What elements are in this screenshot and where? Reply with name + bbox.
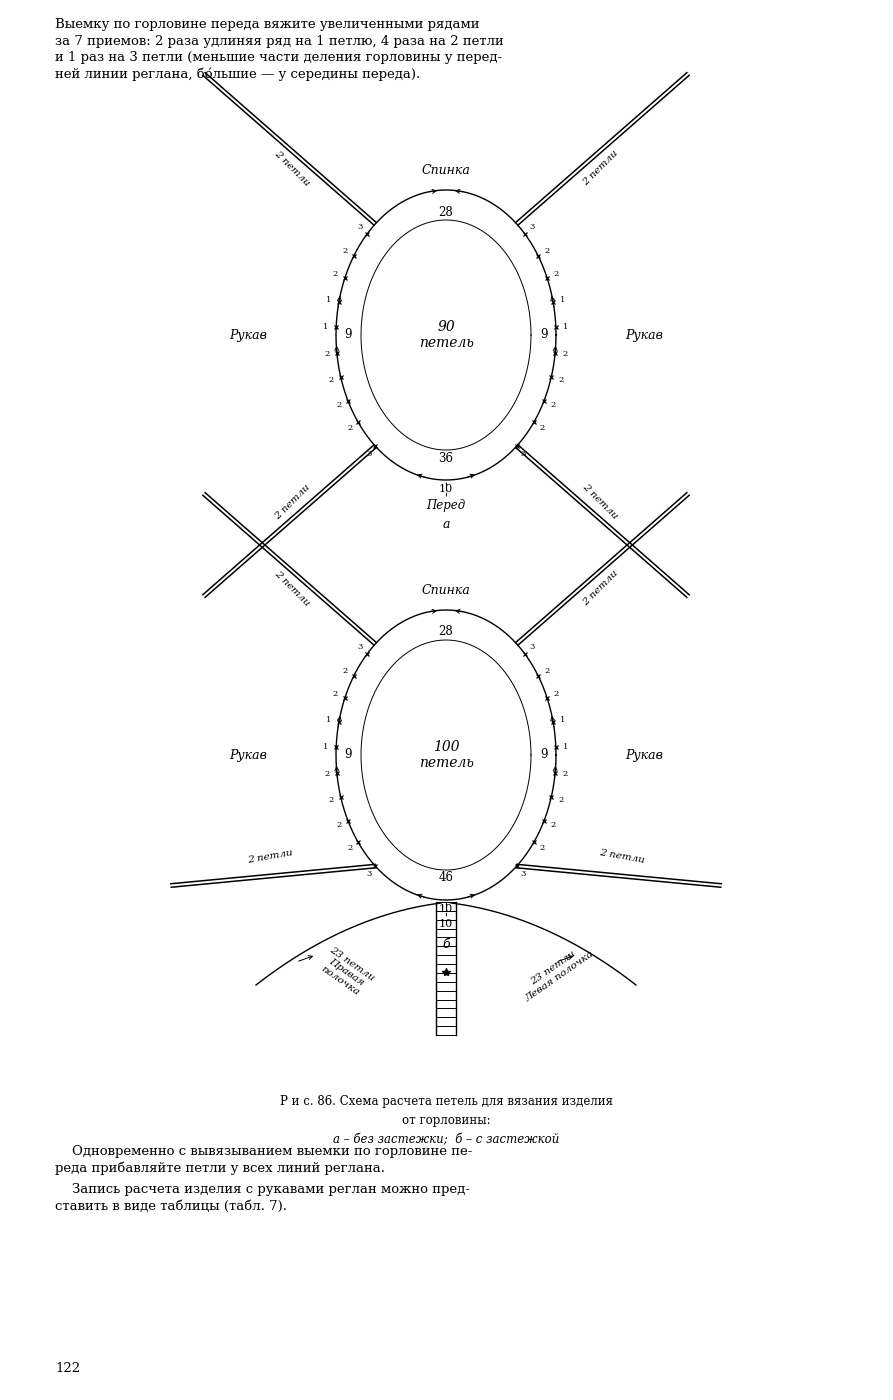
Text: 2: 2 xyxy=(324,770,330,778)
Text: 2: 2 xyxy=(544,246,549,255)
Text: 3: 3 xyxy=(530,224,535,231)
Text: 1: 1 xyxy=(323,743,329,750)
Text: 23 петли
Левая полочка: 23 петли Левая полочка xyxy=(517,941,595,1004)
Text: а: а xyxy=(442,518,450,531)
Text: 2: 2 xyxy=(343,666,348,675)
Text: Запись расчета изделия с рукавами реглан можно пред-: Запись расчета изделия с рукавами реглан… xyxy=(55,1183,470,1196)
Text: 90
петель: 90 петель xyxy=(419,321,473,350)
Text: Перед: Перед xyxy=(426,498,465,512)
Text: ставить в виде таблицы (табл. 7).: ставить в виде таблицы (табл. 7). xyxy=(55,1200,287,1212)
Text: 2: 2 xyxy=(558,797,563,805)
Text: и 1 раз на 3 петли (меньшие части деления горловины у перед-: и 1 раз на 3 петли (меньшие части делени… xyxy=(55,50,502,64)
Text: 2: 2 xyxy=(563,350,568,358)
Text: 100
петель: 100 петель xyxy=(419,739,473,770)
Text: 10: 10 xyxy=(438,918,453,930)
Text: 1: 1 xyxy=(323,323,329,330)
Text: 2: 2 xyxy=(343,246,348,255)
Text: Спинка: Спинка xyxy=(421,164,471,176)
Text: 2: 2 xyxy=(337,822,342,829)
Text: а – без застежки;  б – с застежкой: а – без застежки; б – с застежкой xyxy=(333,1133,559,1147)
Text: 2: 2 xyxy=(329,797,334,805)
Text: Спинка: Спинка xyxy=(421,584,471,596)
Text: 28: 28 xyxy=(438,206,454,218)
Text: 122: 122 xyxy=(55,1362,80,1375)
Text: 2: 2 xyxy=(539,844,545,853)
Text: 2 петли: 2 петли xyxy=(272,568,312,608)
Text: 2: 2 xyxy=(554,270,559,279)
Text: Р и с. 86. Схема расчета петель для вязания изделия: Р и с. 86. Схема расчета петель для вяза… xyxy=(280,1095,613,1107)
Text: 2: 2 xyxy=(554,690,559,699)
Text: 28: 28 xyxy=(438,626,454,638)
Text: 1: 1 xyxy=(563,323,569,330)
Text: 2: 2 xyxy=(550,822,555,829)
Text: Рукав: Рукав xyxy=(230,749,267,762)
Text: от горловины:: от горловины: xyxy=(402,1114,490,1127)
Text: 1: 1 xyxy=(326,297,332,304)
Text: ней линии реглана, бо́льшие — у середины переда).: ней линии реглана, бо́льшие — у середины… xyxy=(55,67,421,81)
Text: 2: 2 xyxy=(329,377,334,385)
Text: 1: 1 xyxy=(560,297,565,304)
Text: 46: 46 xyxy=(438,871,454,885)
Text: 3: 3 xyxy=(366,449,371,458)
Text: 23 петли
Правая
полочка: 23 петли Правая полочка xyxy=(316,945,376,1000)
Text: 2 петли: 2 петли xyxy=(598,848,646,865)
Text: 2: 2 xyxy=(333,270,338,279)
Text: 2: 2 xyxy=(347,424,353,433)
Text: 2 петли: 2 петли xyxy=(272,148,312,188)
Text: 3: 3 xyxy=(530,644,535,651)
Text: за 7 приемов: 2 раза удлиняя ряд на 1 петлю, 4 раза на 2 петли: за 7 приемов: 2 раза удлиняя ряд на 1 пе… xyxy=(55,35,504,48)
Text: Выемку по горловине переда вяжите увеличенными рядами: Выемку по горловине переда вяжите увелич… xyxy=(55,18,480,31)
Text: 3: 3 xyxy=(366,869,371,878)
Text: Одновременно с вывязыванием выемки по горловине пе-: Одновременно с вывязыванием выемки по го… xyxy=(55,1145,472,1158)
Text: 9: 9 xyxy=(540,749,547,762)
Text: 2: 2 xyxy=(324,350,330,358)
Text: 3: 3 xyxy=(357,644,363,651)
Text: 2: 2 xyxy=(544,666,549,675)
Text: 2: 2 xyxy=(558,377,563,385)
Text: 1: 1 xyxy=(563,743,569,750)
Text: 3: 3 xyxy=(521,449,526,458)
Text: 10: 10 xyxy=(438,904,453,914)
Text: 2 петли: 2 петли xyxy=(246,848,293,865)
Text: 2 петли: 2 петли xyxy=(580,568,620,608)
Text: 2 петли: 2 петли xyxy=(580,483,620,521)
Text: 9: 9 xyxy=(344,749,352,762)
Text: 2: 2 xyxy=(550,402,555,409)
Text: 2: 2 xyxy=(333,690,338,699)
Text: 1: 1 xyxy=(560,717,565,724)
Text: 2: 2 xyxy=(337,402,342,409)
Text: 1: 1 xyxy=(326,717,332,724)
Text: 9: 9 xyxy=(344,329,352,342)
Text: Рукав: Рукав xyxy=(230,329,267,342)
Text: б: б xyxy=(442,938,450,951)
Text: 3: 3 xyxy=(357,224,363,231)
Text: 2: 2 xyxy=(539,424,545,433)
Text: 2: 2 xyxy=(347,844,353,853)
Text: 2 петли: 2 петли xyxy=(272,483,312,521)
Text: реда прибавляйте петли у всех линий реглана.: реда прибавляйте петли у всех линий регл… xyxy=(55,1162,385,1175)
Text: 3: 3 xyxy=(521,869,526,878)
Text: 36: 36 xyxy=(438,451,454,465)
Text: 2 петли: 2 петли xyxy=(580,148,620,188)
Text: Рукав: Рукав xyxy=(625,329,663,342)
Text: Рукав: Рукав xyxy=(625,749,663,762)
Text: 2: 2 xyxy=(563,770,568,778)
Text: 9: 9 xyxy=(540,329,547,342)
Text: 10: 10 xyxy=(438,484,453,494)
